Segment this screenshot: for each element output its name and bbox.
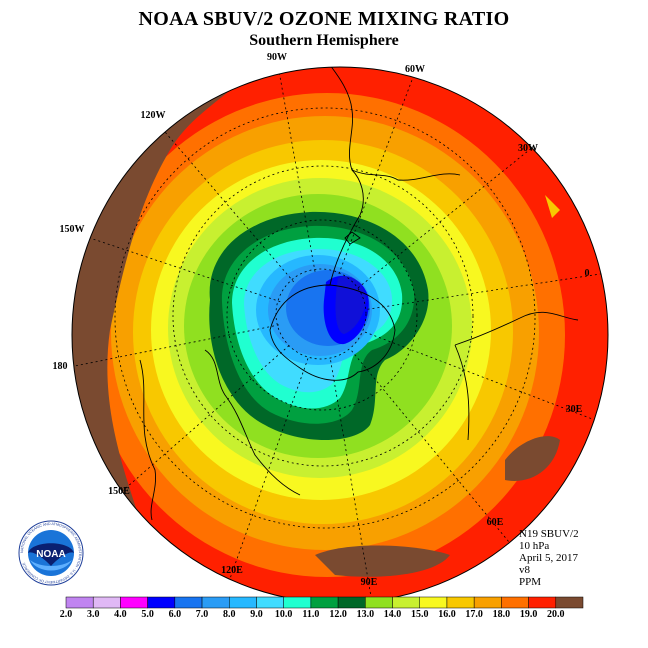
longitude-labels: 90W 60W 30W 0 30E 60E 90E 120E 150E 180 150W 120W <box>53 52 590 588</box>
satellite-label: N19 SBUV/2 <box>519 528 579 540</box>
colorbar-swatch <box>229 596 257 609</box>
colorbar-tick-label: 14.0 <box>383 609 402 620</box>
latitude-circle-1 <box>114 107 536 529</box>
colorbar-swatch <box>528 596 557 609</box>
colorbar-tick-label: 11.0 <box>302 609 320 620</box>
longitude-label: 120E <box>221 565 243 576</box>
colorbar-tick-label: 13.0 <box>356 609 375 620</box>
colorbar-tick-label: 4.0 <box>114 609 127 620</box>
longitude-label: 60W <box>405 64 425 75</box>
colorbar-tick-label: 2.0 <box>59 609 73 620</box>
meridian-line <box>364 331 595 421</box>
colorbar-swatch <box>201 596 230 609</box>
longitude-label: 60E <box>487 517 504 528</box>
longitude-label: 90E <box>361 577 378 588</box>
colorbar-tick-label: 5.0 <box>141 609 154 620</box>
colorbar-swatch <box>392 596 420 609</box>
south-america-east <box>351 169 461 181</box>
colorbar-tick-label: 6.0 <box>168 609 182 620</box>
colorbar-tick-label: 12.0 <box>329 609 347 620</box>
map-title: NOAA SBUV/2 OZONE MIXING RATIO <box>138 8 510 30</box>
meridian-line <box>279 73 316 272</box>
meridian-line <box>357 147 533 289</box>
meridian-line <box>229 358 309 580</box>
meridians <box>73 73 601 602</box>
longitude-label: 150W <box>60 224 85 235</box>
date-label: April 5, 2017 <box>519 552 578 564</box>
colorbar-swatch <box>174 596 203 609</box>
colorbar-tick-label: 8.0 <box>223 609 236 620</box>
colorbar-tick-label: 16.0 <box>438 609 456 620</box>
colorbar-swatch <box>310 596 339 609</box>
longitude-label: 30W <box>518 143 538 154</box>
colorbar-tick-label: 15.0 <box>410 609 429 620</box>
colorbar-tick-label: 20.0 <box>547 609 565 620</box>
noaa-logo: NOAA NATIONAL OCEANIC AND ATMOSPHERIC AD… <box>18 520 84 586</box>
pressure-level: 10 hPa <box>519 540 550 552</box>
units-label: PPM <box>519 576 542 588</box>
latitude-circle-3 <box>226 219 418 411</box>
antarctica-coast <box>269 284 396 381</box>
latitude-circle-2 <box>172 165 474 467</box>
colorbar-tick-label: 17.0 <box>465 609 483 620</box>
longitude-label: 0 <box>585 268 590 279</box>
latitude-circle-4 <box>275 268 367 360</box>
colorbar-swatch <box>147 596 176 609</box>
africa-south <box>454 311 579 346</box>
colorbar-tick-label: 10.0 <box>274 609 293 620</box>
australia-coast <box>204 349 301 496</box>
falklands <box>344 231 361 245</box>
colorbar-swatch <box>120 596 148 609</box>
colorbar-swatch <box>473 596 502 609</box>
band-20-south <box>315 545 450 577</box>
colorbar-swatch <box>256 596 284 609</box>
longitude-label: 150E <box>108 486 130 497</box>
meridian-line <box>90 237 281 303</box>
colorbar-tick-label: 19.0 <box>519 609 538 620</box>
longitude-label: 30E <box>566 404 583 415</box>
colorbar-swatch <box>65 596 94 609</box>
colorbar-tick-label: 7.0 <box>195 609 209 620</box>
version-label: v8 <box>519 564 530 576</box>
band-16-patch <box>545 195 560 218</box>
meridian-line <box>351 350 510 543</box>
band-20-east <box>505 436 560 481</box>
colorbar-swatch <box>555 596 584 609</box>
colorbar-tick-label: 18.0 <box>492 609 511 620</box>
colorbar-swatch <box>446 596 475 609</box>
ozone-contours <box>72 67 608 603</box>
colorbar <box>65 596 584 609</box>
colorbar-swatch <box>92 596 121 609</box>
meridian-line <box>367 273 601 310</box>
map-subtitle: Southern Hemisphere <box>249 32 399 49</box>
colorbar-tick-label: 3.0 <box>86 609 100 620</box>
colorbar-swatch <box>501 596 529 609</box>
meridian-line <box>330 360 373 602</box>
colorbar-tick-label: 9.0 <box>250 609 263 620</box>
colorbar-swatch <box>419 596 448 609</box>
madagascar-channel <box>454 344 470 441</box>
longitude-label: 180 <box>53 361 68 372</box>
meridian-line <box>338 77 414 275</box>
logo-text: NOAA <box>36 549 65 560</box>
longitude-label: 120W <box>141 110 166 121</box>
longitude-label: 90W <box>267 52 287 63</box>
colorbar-swatch <box>283 596 312 609</box>
colorbar-swatch <box>365 596 393 609</box>
colorbar-swatch <box>337 596 366 609</box>
meridian-line <box>121 345 290 492</box>
